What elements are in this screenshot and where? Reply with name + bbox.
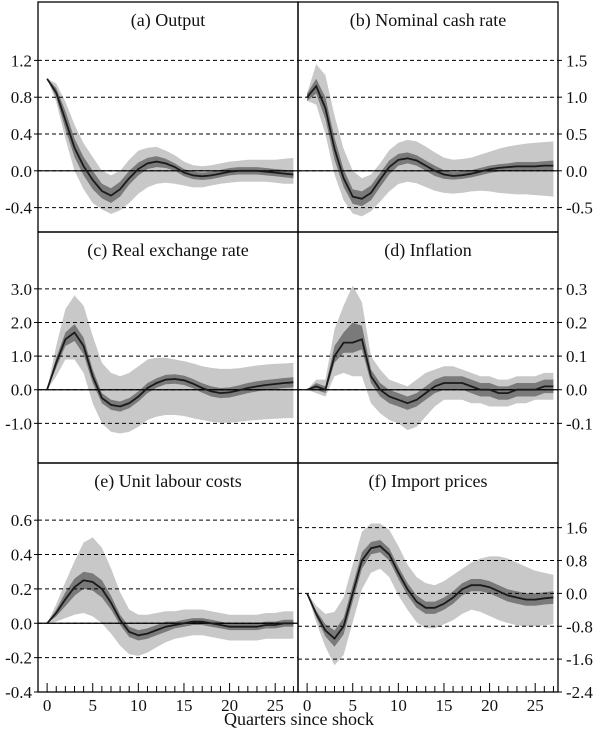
y-tick-label: 0.0	[566, 584, 587, 603]
panel-title: (d) Inflation	[384, 240, 471, 261]
impulse-response-line	[46, 331, 294, 408]
y-tick-label: -0.4	[5, 199, 32, 218]
y-tick-label: 0.2	[566, 313, 587, 332]
y-tick-label: 1.0	[11, 347, 32, 366]
plot-area	[298, 523, 558, 666]
y-tick-label: 1.5	[566, 51, 587, 70]
panel-title: (f) Import prices	[369, 471, 488, 492]
panel-5: (e) Unit labour costs -0.4 -0.2 0.0 0.2 0.4 0.…	[5, 462, 299, 715]
y-tick-label: 3.0	[11, 280, 32, 299]
outer-confidence-band	[47, 537, 294, 656]
plot-area	[38, 519, 298, 659]
plot-area	[38, 288, 298, 434]
y-tick-label: 0.1	[566, 347, 587, 366]
panel-frame	[37, 1, 299, 233]
panel-2: (b) Nominal cash rate -0.5 0.0 0.5 1.0 1.5	[297, 1, 593, 233]
panel-3: (c) Real exchange rate -1.0 0.0 1.0 2.0 3.0	[5, 231, 299, 464]
y-tick-label: 0.2	[11, 580, 32, 599]
panel-4: (d) Inflation -0.1 0.0 0.1 0.2 0.3	[297, 231, 593, 464]
y-tick-label: 0.0	[11, 162, 32, 181]
y-tick-label: 0.5	[566, 125, 587, 144]
y-tick-label: 0.4	[11, 546, 33, 565]
impulse-response-line	[46, 78, 294, 197]
panel-6: (f) Import prices -2.4 -1.6 -0.8 0.0 0.8 1.6 0 5…	[297, 462, 593, 715]
outer-confidence-band	[47, 295, 294, 434]
x-tick-label: 5	[88, 696, 97, 715]
inner-confidence-band	[307, 322, 554, 410]
y-tick-label: -0.2	[5, 649, 32, 668]
panel-title: (b) Nominal cash rate	[350, 10, 506, 31]
x-tick-label: 10	[390, 696, 407, 715]
x-tick-label: 0	[43, 696, 52, 715]
y-tick-label: -1.6	[566, 650, 593, 669]
y-tick-label: 0.8	[566, 552, 587, 571]
y-tick-label: -1.0	[5, 414, 32, 433]
panel-grid: (a) Output -0.4 0.0 0.4 0.8 1.2 (b) Nominal ca…	[5, 1, 593, 715]
y-tick-label: 0.0	[11, 614, 32, 633]
y-tick-label: 0.8	[11, 88, 32, 107]
outer-confidence-band	[307, 285, 554, 431]
panel-title: (a) Output	[131, 10, 205, 31]
y-tick-label: -0.4	[5, 683, 32, 702]
y-tick-label: 0.0	[11, 381, 32, 400]
y-tick-label: 1.0	[566, 88, 587, 107]
plot-area	[298, 285, 558, 431]
y-tick-label: 0.6	[11, 511, 32, 530]
y-tick-label: 0.0	[566, 381, 587, 400]
panel-frame	[297, 462, 559, 693]
outer-confidence-band	[307, 64, 554, 217]
impulse-response-line	[46, 579, 294, 637]
y-tick-label: 0.3	[566, 280, 587, 299]
y-tick-label: -0.1	[566, 414, 593, 433]
x-axis-title: Quarters since shock	[224, 709, 374, 729]
impulse-response-line	[306, 338, 554, 405]
x-tick-label: 25	[267, 696, 284, 715]
outer-confidence-band	[307, 523, 554, 666]
y-tick-label: 0.0	[566, 162, 587, 181]
panel-1: (a) Output -0.4 0.0 0.4 0.8 1.2	[5, 1, 299, 233]
panel-title: (c) Real exchange rate	[87, 240, 248, 261]
x-tick-label: 20	[481, 696, 498, 715]
y-tick-label: -2.4	[566, 683, 593, 702]
plot-area	[298, 59, 558, 217]
outer-confidence-band	[47, 78, 294, 214]
impulse-response-line	[306, 84, 554, 200]
y-tick-label: -0.8	[566, 617, 593, 636]
x-tick-label: 5	[348, 696, 357, 715]
x-tick-label: 0	[303, 696, 312, 715]
y-tick-label: 2.0	[11, 313, 32, 332]
x-tick-label: 15	[175, 696, 192, 715]
impulse-response-line	[306, 545, 554, 640]
y-tick-label: 0.4	[11, 125, 33, 144]
panel-title: (e) Unit labour costs	[94, 471, 241, 492]
x-tick-label: 15	[435, 696, 452, 715]
y-tick-label: 1.6	[566, 519, 587, 538]
y-tick-label: -0.5	[566, 199, 593, 218]
plot-area	[38, 59, 298, 214]
x-tick-label: 20	[221, 696, 238, 715]
x-tick-label: 25	[527, 696, 544, 715]
x-tick-label: 10	[130, 696, 147, 715]
y-tick-label: 1.2	[11, 51, 32, 70]
panel-frame	[297, 1, 559, 233]
